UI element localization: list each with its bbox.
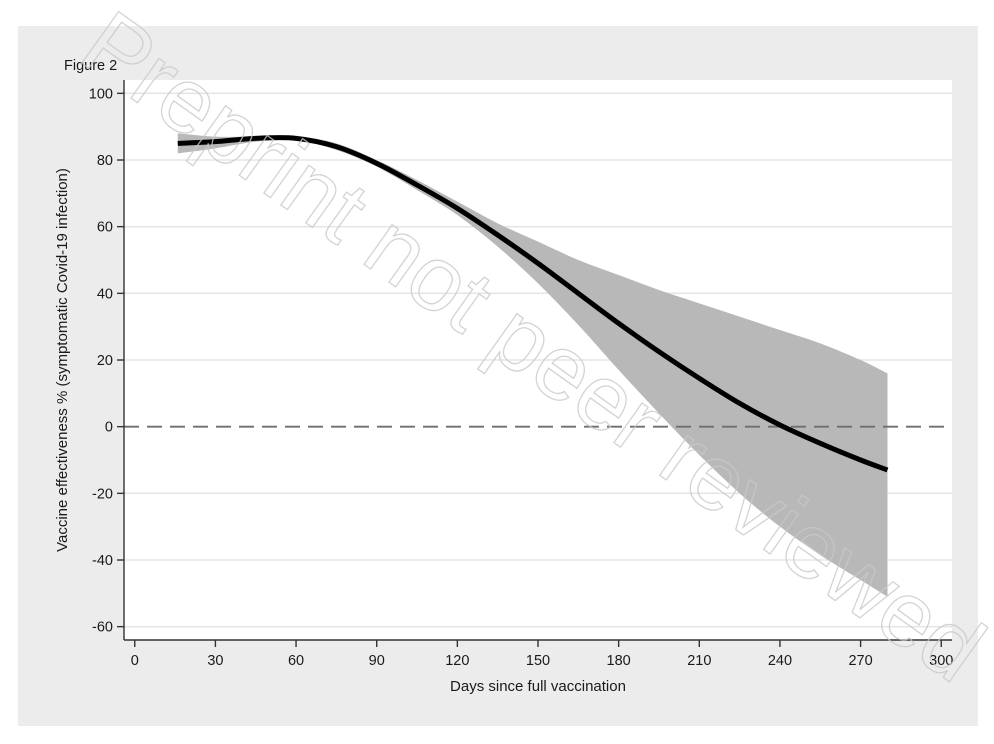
x-tick-label: 270 [848,653,872,669]
x-tick-label: 90 [369,653,385,669]
x-tick-label: 60 [288,653,304,669]
confidence-interval-band [177,133,888,597]
x-tick-label: 0 [131,653,139,669]
x-tick-label: 120 [445,653,469,669]
axes [117,80,952,647]
y-axis-title: Vaccine effectiveness % (symptomatic Cov… [54,168,71,552]
gridlines [124,92,952,628]
y-tick-label: 0 [105,420,113,436]
figure-label: Figure 2 [64,58,117,74]
x-tick-label: 150 [526,653,550,669]
x-tick-label: 240 [768,653,792,669]
x-tick-label: 300 [929,653,953,669]
y-tick-label: 80 [97,153,113,169]
tick-labels: 100 80 60 40 20 0 -20 -40 -60 0 30 60 90 120 150 180 210… [89,86,954,669]
x-tick-label: 180 [607,653,631,669]
x-tick-label: 210 [687,653,711,669]
ve-estimate-line [177,135,889,473]
x-tick-label: 30 [207,653,223,669]
y-tick-label: -60 [92,620,113,636]
x-axis-title: Days since full vaccination [450,678,626,695]
y-tick-label: -40 [92,553,113,569]
y-tick-label: 60 [97,220,113,236]
y-tick-label: -20 [92,486,113,502]
y-tick-label: 100 [89,86,113,102]
y-tick-label: 40 [97,286,113,302]
y-tick-label: 20 [97,353,113,369]
